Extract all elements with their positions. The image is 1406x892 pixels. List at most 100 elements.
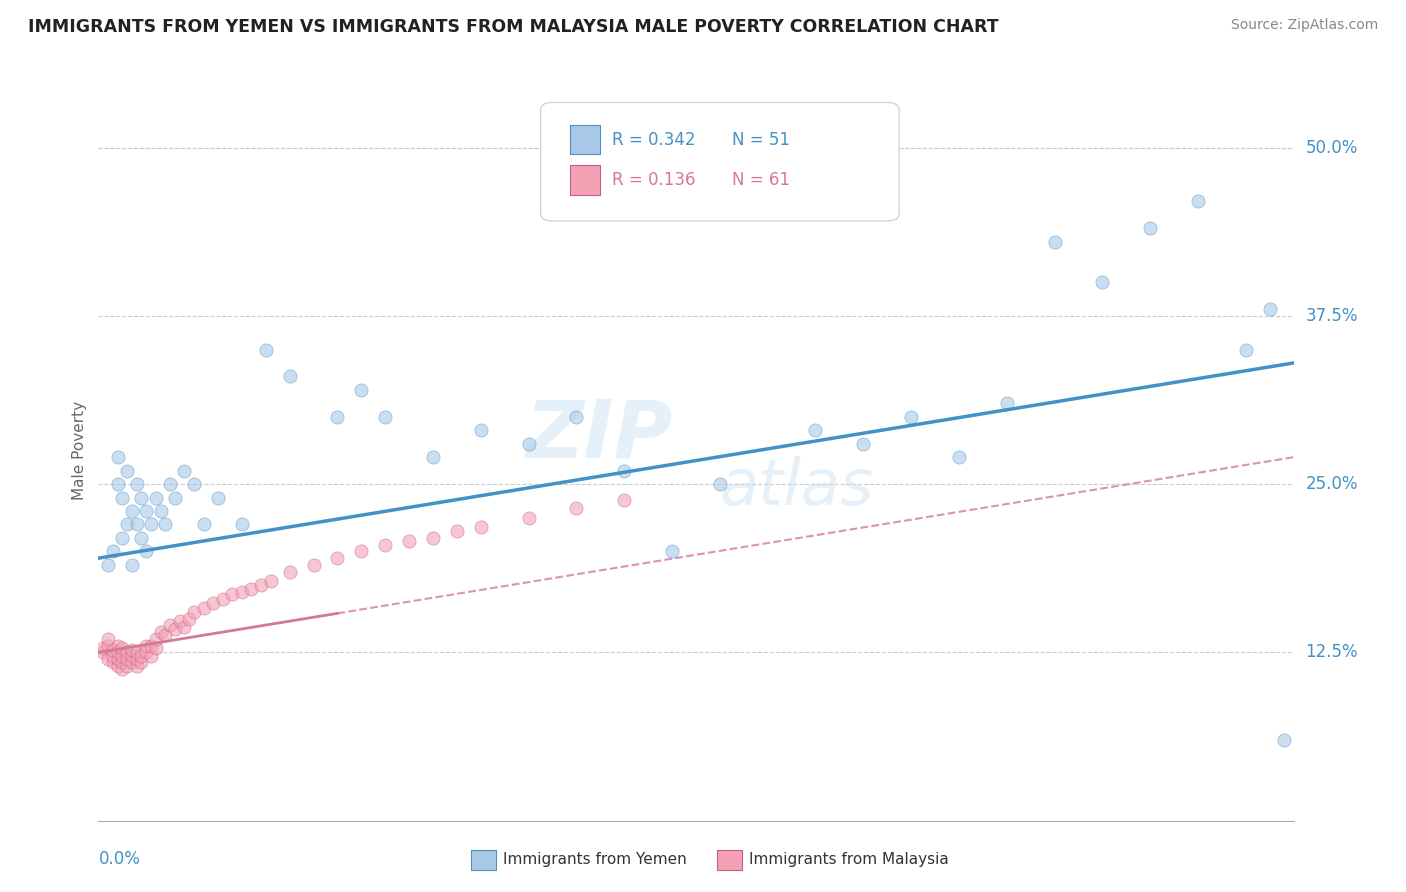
Point (115, 645, 138, 659)
Point (852, 436, 875, 450)
Text: ZIP: ZIP (524, 397, 672, 475)
Point (173, 464, 195, 478)
Point (121, 655, 143, 669)
Point (139, 517, 162, 532)
Text: 37.5%: 37.5% (1306, 307, 1358, 325)
Point (183, 605, 205, 619)
Point (517, 510, 540, 524)
Point (111, 661, 134, 675)
Point (661, 544, 683, 558)
Point (131, 531, 153, 545)
Point (900, 409, 922, 424)
Point (111, 649, 134, 664)
Point (183, 477, 205, 491)
Text: N = 51: N = 51 (733, 130, 790, 148)
Text: Immigrants from Malaysia: Immigrants from Malaysia (749, 853, 949, 867)
Point (1091, 275, 1114, 289)
Point (350, 544, 373, 558)
Point (159, 477, 181, 491)
Point (145, 491, 167, 505)
Point (107, 652, 129, 666)
Point (101, 544, 124, 558)
Point (173, 620, 195, 634)
Point (446, 524, 468, 539)
Point (709, 477, 731, 491)
Point (97, 652, 120, 666)
Point (135, 504, 157, 518)
Point (193, 601, 215, 615)
Point (125, 652, 148, 666)
Point (804, 423, 827, 437)
Text: IMMIGRANTS FROM YEMEN VS IMMIGRANTS FROM MALAYSIA MALE POVERTY CORRELATION CHART: IMMIGRANTS FROM YEMEN VS IMMIGRANTS FROM… (28, 18, 998, 36)
Point (111, 491, 134, 505)
Point (131, 649, 153, 664)
Point (211, 591, 233, 606)
Point (1234, 343, 1257, 357)
Point (131, 655, 153, 669)
Point (107, 639, 129, 653)
Point (111, 655, 134, 669)
Point (254, 343, 277, 357)
Point (613, 493, 636, 508)
Point (1043, 235, 1066, 249)
Point (517, 436, 540, 450)
Point (302, 558, 325, 572)
Point (1272, 732, 1295, 747)
Point (948, 450, 970, 465)
Point (145, 632, 167, 646)
Point (374, 538, 396, 552)
Point (374, 409, 396, 424)
Point (1139, 221, 1161, 235)
Point (169, 615, 191, 629)
Point (163, 623, 186, 637)
Point (193, 517, 215, 532)
Point (207, 491, 229, 505)
Point (326, 551, 349, 566)
Point (125, 517, 148, 532)
Text: Immigrants from Yemen: Immigrants from Yemen (503, 853, 688, 867)
Point (97, 639, 120, 653)
Point (125, 658, 148, 673)
Point (1187, 194, 1209, 209)
Point (565, 501, 588, 516)
Point (613, 464, 636, 478)
Point (155, 517, 177, 532)
Point (107, 450, 129, 465)
Point (145, 641, 167, 656)
Text: 12.5%: 12.5% (1306, 643, 1358, 661)
Text: 25.0%: 25.0% (1306, 475, 1358, 493)
FancyBboxPatch shape (541, 103, 900, 221)
Point (565, 409, 588, 424)
Point (259, 574, 281, 588)
Point (1258, 302, 1281, 317)
Point (240, 582, 263, 596)
Point (97, 632, 120, 646)
Point (155, 628, 177, 642)
Point (91, 641, 114, 656)
Point (125, 645, 148, 659)
Point (149, 625, 172, 640)
Point (121, 558, 143, 572)
Point (278, 565, 301, 579)
Point (350, 383, 373, 397)
Point (149, 504, 172, 518)
Point (163, 491, 186, 505)
Point (115, 658, 138, 673)
Point (221, 587, 243, 601)
Point (115, 652, 138, 666)
Point (135, 639, 157, 653)
Point (422, 450, 444, 465)
Point (91, 645, 114, 659)
Point (125, 477, 148, 491)
Point (121, 504, 143, 518)
Text: N = 61: N = 61 (733, 171, 790, 189)
Point (470, 520, 492, 534)
Point (139, 639, 162, 653)
Point (97, 558, 120, 572)
Point (398, 533, 420, 548)
Point (139, 649, 162, 664)
Point (231, 517, 253, 532)
Point (111, 641, 134, 656)
Point (135, 645, 157, 659)
Point (131, 491, 153, 505)
